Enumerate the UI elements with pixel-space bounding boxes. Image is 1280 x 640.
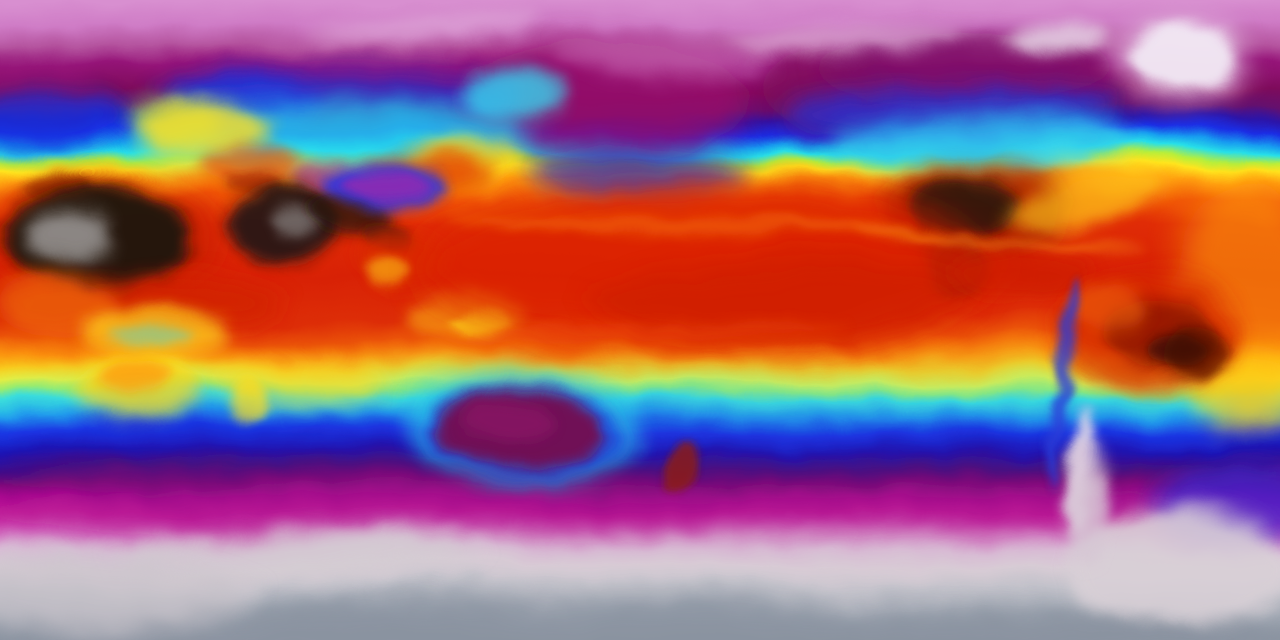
antarctic-gray-deep	[0, 604, 1280, 640]
antarctic-left-light	[0, 552, 250, 632]
sahara-gray-core	[26, 208, 118, 256]
amazon-orange	[1066, 290, 1150, 334]
arabia-gray-core	[273, 208, 321, 236]
tropic-streak-3	[850, 231, 1150, 253]
kalahari-orange	[96, 366, 164, 398]
gulf-red	[950, 252, 1090, 304]
antarctic-white-dome	[1065, 503, 1280, 627]
south-magenta-band	[0, 484, 1280, 540]
brazil-edge-dark	[1167, 328, 1227, 376]
tibet-purple	[350, 172, 434, 200]
antarctic-peninsula-pale	[1063, 475, 1113, 565]
south-blue-band	[0, 413, 1280, 457]
tropic-streak-1	[450, 213, 950, 237]
arctic-pink-swirl-2	[550, 43, 770, 77]
great-lakes-cyan	[1005, 150, 1085, 174]
pacific-dark-red	[590, 260, 970, 340]
arctic-pink-swirl-1	[300, 13, 540, 43]
new-zealand-dark	[662, 439, 702, 491]
australia-core	[460, 400, 550, 440]
west-atlantic-yellow	[1011, 172, 1169, 228]
yakutsk-cyan	[462, 71, 558, 119]
andes-blue-line	[1047, 280, 1079, 490]
canada-cyan	[835, 114, 1135, 170]
congo-cyan-specks	[106, 327, 190, 349]
madagascar-yellow	[228, 379, 264, 425]
arctic-pink-swirl-3	[730, 26, 970, 54]
arctic-white-patch	[1010, 26, 1110, 58]
india-yellow	[362, 258, 410, 286]
north-atlantic-blue	[0, 92, 130, 148]
europe-yellow	[140, 104, 270, 160]
greenland-ice	[1131, 22, 1239, 98]
tropic-streak-2	[440, 321, 840, 343]
